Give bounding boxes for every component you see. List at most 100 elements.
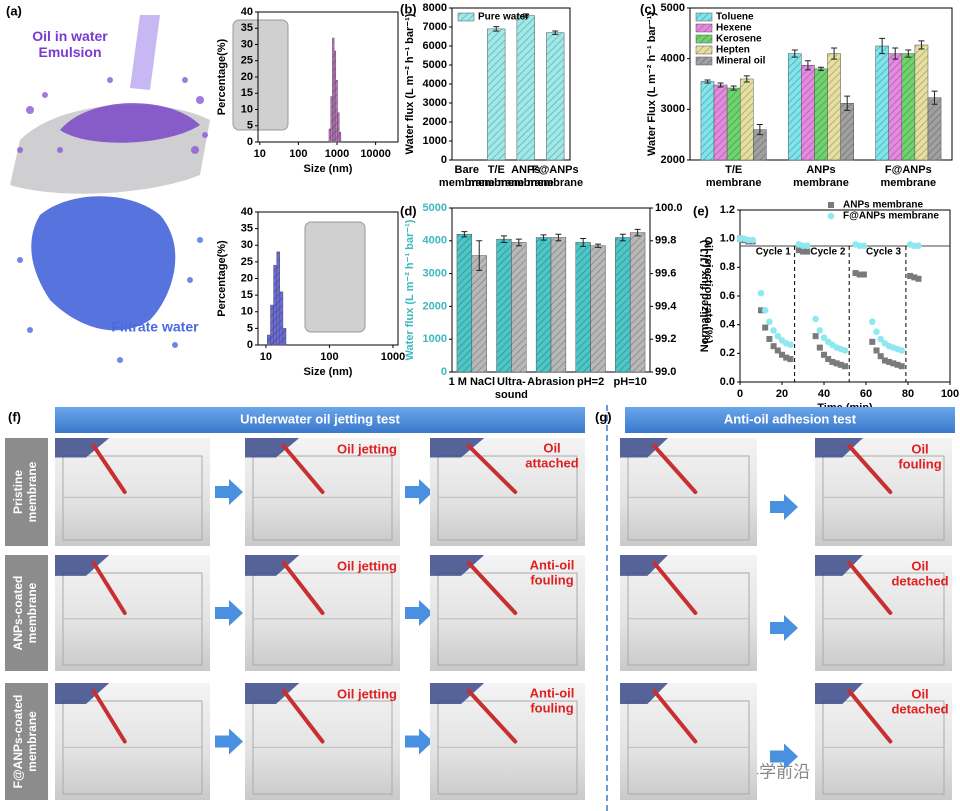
y-tick-label: 8000: [423, 2, 447, 14]
y-axis-label: Percentage(%): [216, 38, 228, 115]
x-tick-label: pH=2: [577, 376, 604, 388]
x-tick-label: 10000: [360, 148, 391, 160]
y-tick-label: 15: [241, 87, 253, 99]
row-label: Pristinemembrane: [11, 461, 39, 522]
glove: [430, 683, 485, 705]
x-tick-label: 1000: [381, 351, 405, 363]
y-tick-label: 3000: [661, 103, 685, 115]
y2-tick-label: 99.0: [655, 366, 676, 378]
cycle-label: Cycle 2: [810, 247, 845, 258]
glove: [620, 438, 668, 458]
error-bar: [791, 49, 798, 58]
error-bar: [555, 233, 562, 242]
x-tick-label: 40: [818, 388, 830, 400]
bar: [511, 242, 527, 373]
arrow: [405, 479, 433, 505]
x-tick-label: 0: [737, 388, 743, 400]
x-tick-label: 100: [320, 351, 338, 363]
x-tick-label: pH=10: [614, 376, 647, 388]
tank: [822, 455, 945, 541]
arrow: [215, 479, 243, 505]
pipette: [91, 444, 127, 494]
bar: [788, 53, 802, 161]
x-tick-label: 10: [260, 351, 272, 363]
error-bar: [931, 90, 938, 105]
glove: [815, 683, 863, 705]
y-tick-label: 30: [241, 38, 253, 50]
marker: [877, 353, 884, 360]
error-bar: [844, 95, 851, 111]
histogram-bar: [335, 80, 338, 143]
marker: [770, 327, 777, 334]
marker: [803, 242, 811, 250]
legend-label: Pure water: [478, 12, 529, 23]
marker: [829, 358, 836, 365]
tank: [627, 455, 750, 541]
glove: [245, 555, 300, 576]
y-axis-label: Percentage(%): [216, 240, 228, 317]
pipette: [281, 561, 325, 615]
legend-swatch: [457, 12, 475, 22]
glove: [245, 683, 300, 705]
error-bar: [717, 82, 724, 88]
bar: [496, 238, 512, 373]
y-tick-label: 0.0: [720, 376, 735, 388]
marker: [816, 327, 824, 334]
marker: [787, 356, 794, 363]
header-title: Anti-oil adhesion test: [724, 411, 857, 426]
panel-label: (e): [693, 203, 709, 218]
y-tick-label: 5: [247, 120, 253, 132]
filtrate-label: Filtrate water: [111, 319, 199, 335]
glove: [620, 683, 668, 705]
bar: [546, 32, 565, 161]
bar: [471, 255, 487, 373]
error-bar: [634, 228, 641, 237]
error-bar: [493, 26, 500, 32]
marker: [860, 271, 867, 278]
marker: [774, 332, 782, 340]
tank: [62, 455, 203, 541]
legend-label: Mineral oil: [716, 56, 766, 67]
photo-caption: Anti-oil fouling: [530, 558, 575, 588]
histogram-bar: [337, 112, 340, 143]
header-bar: [625, 407, 955, 433]
marker: [758, 307, 764, 314]
marker: [894, 361, 901, 368]
pipette: [91, 689, 127, 744]
error-bar: [500, 235, 507, 243]
marker: [907, 272, 914, 279]
y-tick-label: 25: [241, 55, 253, 67]
legend-label: ANPs membrane: [843, 200, 923, 211]
bar: [700, 81, 715, 161]
x-tick-label: Bare membrane: [439, 164, 495, 189]
arrow: [215, 728, 243, 755]
marker: [812, 315, 819, 323]
y-tick-label: 10: [241, 103, 253, 115]
y-tick-label: 5000: [423, 202, 447, 214]
marker: [837, 361, 844, 368]
photo-caption: Oil jetting: [337, 441, 397, 456]
y2-tick-label: 100.0: [655, 202, 683, 214]
glove: [430, 555, 485, 576]
marker: [873, 328, 880, 336]
marker: [886, 358, 893, 365]
y2-tick-label: 99.6: [655, 268, 676, 280]
row-label: F@ANPs-coatedmembrane: [11, 695, 39, 789]
y-tick-label: 3000: [423, 97, 447, 109]
glove: [55, 555, 110, 576]
y-tick-label: 0: [441, 154, 447, 166]
legend-swatch: [695, 23, 713, 33]
pipette: [91, 561, 127, 615]
x-tick-label: 60: [860, 388, 872, 400]
marker: [873, 347, 880, 354]
error-bar: [918, 40, 925, 50]
x-tick-label: 100: [289, 148, 307, 160]
pipette: [847, 561, 893, 615]
bar: [840, 103, 855, 161]
y-tick-label: 25: [241, 256, 253, 268]
x-tick-label: 100: [941, 388, 959, 400]
panel-label: (g): [595, 409, 612, 424]
error-bar: [580, 238, 587, 247]
y-tick-label: 0: [441, 366, 447, 378]
